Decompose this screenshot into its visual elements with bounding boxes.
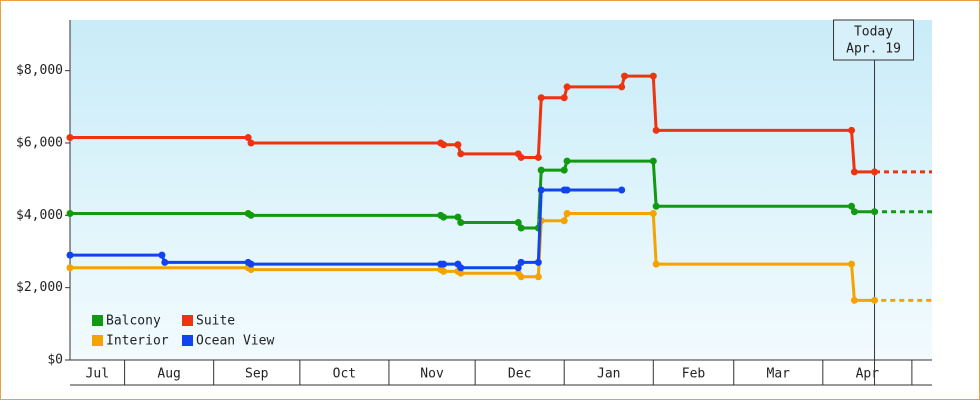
price-point (560, 217, 568, 225)
legend-swatch (92, 315, 103, 326)
price-point (247, 266, 255, 274)
price-point (440, 141, 448, 149)
price-point (517, 258, 525, 266)
price-point (560, 94, 568, 102)
price-point (247, 211, 255, 219)
legend-label: Ocean View (196, 334, 274, 349)
today-box (833, 19, 915, 61)
price-point (649, 72, 657, 80)
y-tick-label: $2,000 (16, 280, 63, 295)
price-point (514, 219, 522, 227)
price-point (457, 219, 465, 227)
price-point (457, 264, 465, 272)
y-tick-label: $6,000 (16, 135, 63, 150)
today-label: Apr. 19 (846, 42, 901, 57)
x-tick-label: Apr (856, 367, 880, 382)
price-point (247, 260, 255, 268)
price-point (440, 267, 448, 275)
price-point (66, 251, 74, 259)
price-point (871, 208, 879, 216)
price-point (457, 150, 465, 158)
price-point (534, 273, 542, 281)
price-point (66, 264, 74, 272)
price-point (848, 260, 856, 268)
price-point (618, 186, 626, 194)
price-point (652, 202, 660, 210)
y-tick-label: $4,000 (16, 208, 63, 223)
price-point (517, 153, 525, 161)
today-label: Today (854, 25, 893, 40)
x-tick-label: Dec (508, 367, 531, 382)
legend-swatch (182, 315, 193, 326)
price-point (537, 166, 545, 174)
price-point (850, 296, 858, 304)
price-point (457, 269, 465, 277)
price-point (649, 157, 657, 165)
price-point (440, 213, 448, 221)
price-point (454, 141, 462, 149)
price-point (563, 83, 571, 91)
x-tick-label: Mar (767, 367, 791, 382)
price-point (563, 210, 571, 218)
price-point (563, 157, 571, 165)
y-tick-label: $0 (47, 353, 63, 368)
price-point (161, 258, 169, 266)
price-point (848, 126, 856, 134)
price-point (534, 258, 542, 266)
price-point (534, 153, 542, 161)
price-point (850, 208, 858, 216)
price-point (244, 134, 252, 142)
price-point (66, 210, 74, 218)
price-point (871, 296, 879, 304)
price-point (514, 264, 522, 272)
price-point (537, 94, 545, 102)
y-tick-label: $8,000 (16, 63, 63, 78)
price-point (517, 224, 525, 232)
price-point (247, 139, 255, 147)
legend-label: Balcony (106, 314, 161, 329)
x-tick-label: Feb (682, 367, 706, 382)
price-point (652, 260, 660, 268)
price-point (454, 213, 462, 221)
x-tick-label: Jan (597, 367, 620, 382)
x-tick-label: Sep (245, 367, 269, 382)
x-tick-label: Oct (333, 367, 356, 382)
price-point (158, 251, 166, 259)
legend-label: Interior (106, 334, 169, 349)
plot-area (70, 20, 932, 360)
price-point (652, 126, 660, 134)
legend-swatch (182, 335, 193, 346)
price-point (560, 166, 568, 174)
price-point (537, 186, 545, 194)
price-point (871, 168, 879, 176)
price-point (848, 202, 856, 210)
price-point (649, 210, 657, 218)
x-tick-label: Jul (86, 367, 109, 382)
price-point (618, 83, 626, 91)
price-point (850, 168, 858, 176)
x-tick-label: Nov (420, 367, 444, 382)
price-point (517, 273, 525, 281)
price-point (621, 72, 629, 80)
price-point (66, 134, 74, 142)
x-tick-label: Aug (157, 367, 180, 382)
price-point (440, 260, 448, 268)
legend-label: Suite (196, 314, 235, 329)
legend-swatch (92, 335, 103, 346)
price-point (563, 186, 571, 194)
